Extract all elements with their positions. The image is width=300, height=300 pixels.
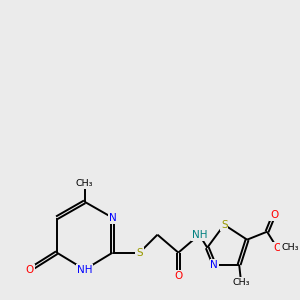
Text: N: N — [109, 213, 116, 223]
Text: O: O — [270, 210, 278, 220]
Text: CH₃: CH₃ — [76, 179, 93, 188]
Text: O: O — [174, 271, 182, 281]
Text: O: O — [26, 265, 34, 275]
Text: NH: NH — [77, 265, 92, 275]
Text: O: O — [273, 243, 281, 253]
Text: N: N — [210, 260, 218, 270]
Text: S: S — [221, 220, 227, 230]
Text: S: S — [136, 248, 143, 258]
Text: CH₃: CH₃ — [232, 278, 250, 287]
Text: CH₃: CH₃ — [281, 243, 299, 252]
Text: NH: NH — [191, 230, 207, 240]
